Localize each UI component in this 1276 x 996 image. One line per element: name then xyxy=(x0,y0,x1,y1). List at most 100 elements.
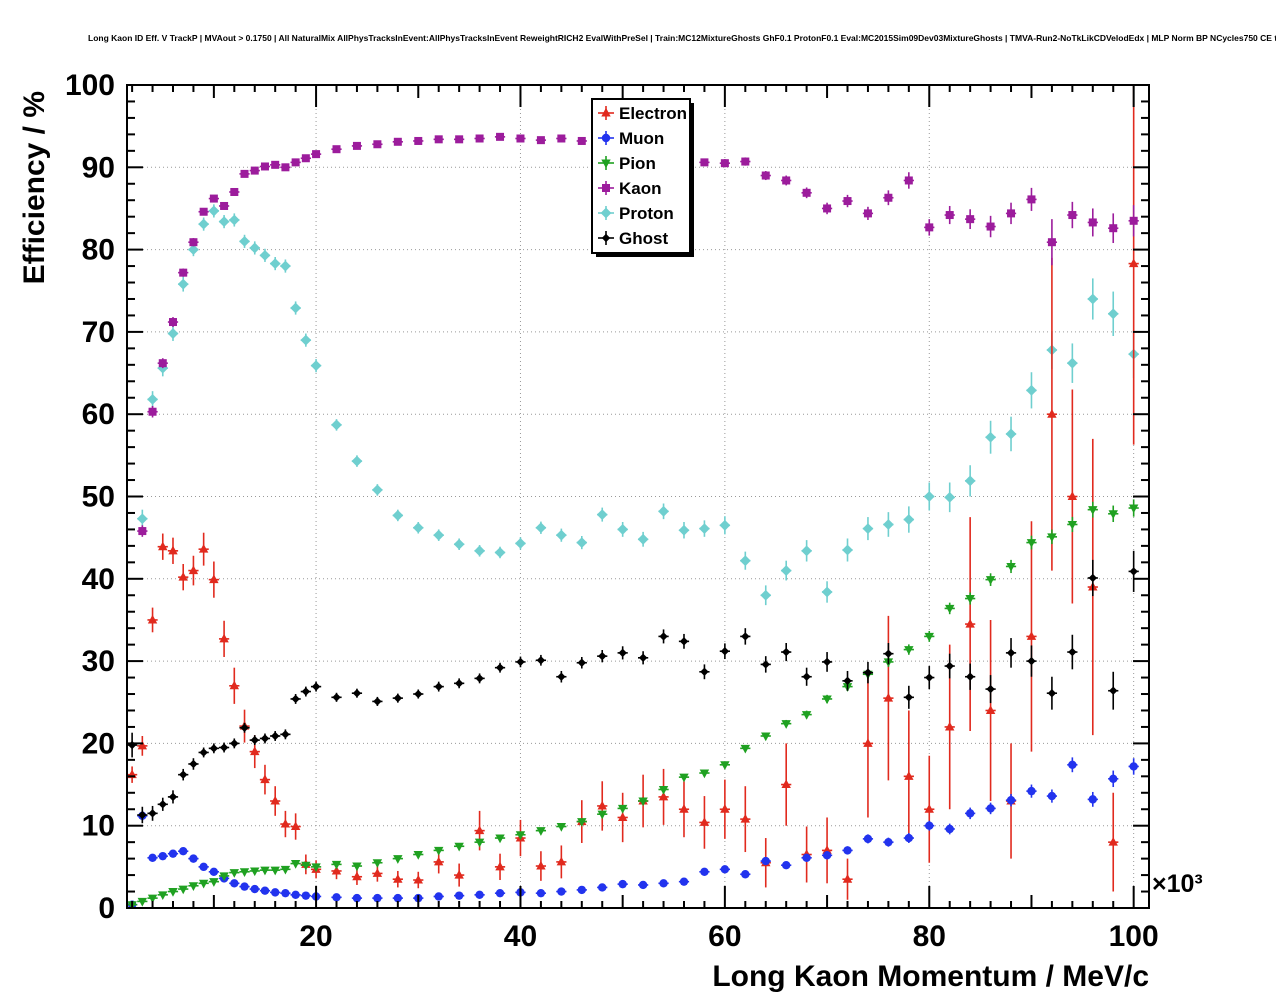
data-point xyxy=(801,545,813,557)
data-point xyxy=(1128,258,1139,268)
data-point xyxy=(271,160,280,169)
data-point xyxy=(270,795,280,805)
data-point xyxy=(351,455,363,467)
y-axis-title: Efficiency / % xyxy=(18,91,51,284)
data-point xyxy=(904,771,914,780)
data-point xyxy=(1047,533,1057,543)
data-point xyxy=(188,244,199,255)
data-point xyxy=(199,748,208,757)
data-point xyxy=(556,823,567,832)
data-point xyxy=(230,739,239,748)
data-point xyxy=(822,845,832,854)
data-point xyxy=(219,633,229,643)
data-point xyxy=(720,761,730,770)
data-point xyxy=(148,809,157,818)
data-point xyxy=(240,882,249,891)
data-point xyxy=(658,505,669,517)
data-point xyxy=(209,867,219,876)
data-point xyxy=(230,879,239,888)
data-point xyxy=(199,862,208,872)
data-point xyxy=(270,866,280,876)
data-point xyxy=(148,407,157,416)
data-point xyxy=(208,205,220,217)
data-point xyxy=(781,779,791,789)
data-point xyxy=(198,543,209,553)
data-point xyxy=(168,888,178,897)
data-point xyxy=(965,672,975,681)
y-tick-label: 0 xyxy=(98,892,115,925)
data-point xyxy=(250,884,259,894)
data-point xyxy=(137,897,148,907)
data-point xyxy=(618,879,627,889)
data-point xyxy=(985,431,996,443)
data-point xyxy=(331,865,342,875)
data-point xyxy=(393,855,403,864)
data-point xyxy=(414,689,423,699)
data-point xyxy=(270,888,280,897)
data-point xyxy=(679,877,689,886)
data-point xyxy=(925,673,934,682)
data-point xyxy=(1088,573,1097,583)
data-point xyxy=(1006,795,1016,805)
data-point xyxy=(925,821,934,830)
data-point xyxy=(1047,409,1057,418)
data-point xyxy=(168,792,178,802)
data-point xyxy=(577,136,586,145)
data-point xyxy=(720,159,729,168)
data-point xyxy=(188,882,199,891)
data-point xyxy=(269,258,281,269)
axis-labels: 20 40 60 80 100 0 10 20 30 40 50 60 70 80 90 100 ×10³ Lon… xyxy=(18,69,1203,993)
data-point xyxy=(1027,656,1036,666)
data-point xyxy=(158,359,167,368)
data-point xyxy=(740,744,751,754)
data-point xyxy=(352,141,361,150)
legend-item-kaon: Kaon xyxy=(598,179,662,198)
data-point xyxy=(331,860,342,870)
data-point xyxy=(863,668,873,677)
data-point xyxy=(475,674,484,683)
data-point xyxy=(904,693,914,702)
data-point xyxy=(782,176,791,185)
data-point xyxy=(393,893,403,903)
data-point xyxy=(371,484,383,496)
data-point xyxy=(598,651,607,661)
data-point xyxy=(454,679,464,688)
data-point xyxy=(700,667,709,676)
data-point xyxy=(179,847,188,856)
data-point xyxy=(1047,688,1057,698)
data-point xyxy=(802,188,811,197)
data-point xyxy=(1129,762,1138,771)
data-point xyxy=(137,740,148,750)
data-point xyxy=(598,883,607,892)
data-point xyxy=(136,513,148,525)
data-point xyxy=(904,176,913,185)
data-point xyxy=(618,648,627,658)
data-point xyxy=(945,211,954,220)
data-point xyxy=(372,868,383,877)
data-point xyxy=(1108,836,1118,846)
data-point xyxy=(601,233,611,243)
data-point xyxy=(1129,567,1138,576)
x-axis-title: Long Kaon Momentum / MeV/c xyxy=(712,960,1149,993)
data-point xyxy=(138,810,147,820)
data-point xyxy=(658,785,669,795)
data-point xyxy=(259,249,271,261)
series-pion xyxy=(127,499,1139,908)
data-point xyxy=(312,150,321,159)
data-point xyxy=(1047,238,1056,247)
data-point xyxy=(904,833,914,843)
data-point xyxy=(158,800,167,809)
data-point xyxy=(884,837,893,847)
data-point xyxy=(823,204,832,213)
data-point xyxy=(373,893,382,903)
data-point xyxy=(924,632,934,642)
plot-header-title: Long Kaon ID Eff. V TrackP | MVAout > 0.… xyxy=(88,33,1276,43)
data-point xyxy=(260,886,270,895)
data-point xyxy=(720,804,730,813)
axis-ticks xyxy=(127,84,1149,909)
data-point xyxy=(209,194,218,203)
data-point xyxy=(1066,357,1078,369)
data-point xyxy=(158,851,167,861)
data-point xyxy=(301,154,310,163)
